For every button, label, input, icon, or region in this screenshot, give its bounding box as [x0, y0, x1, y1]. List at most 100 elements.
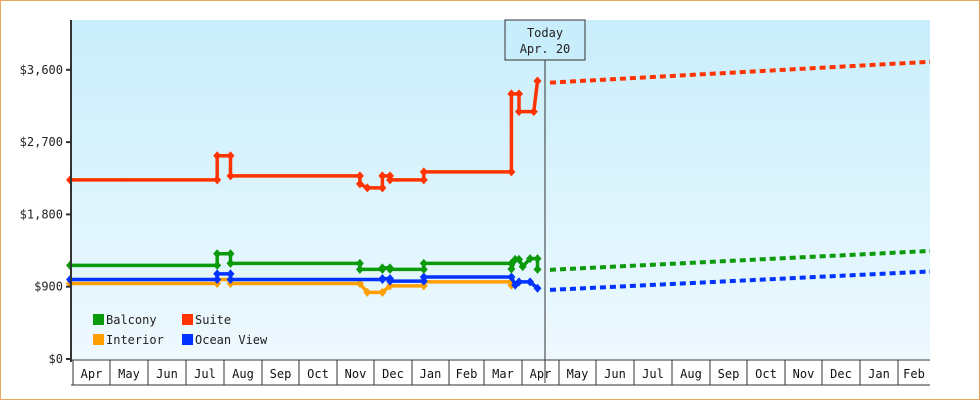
data-point[interactable]: [419, 175, 428, 185]
legend-label: Ocean View: [195, 333, 268, 347]
data-point[interactable]: [386, 281, 394, 291]
legend-item-balcony[interactable]: Balcony: [93, 313, 157, 327]
data-point[interactable]: [515, 254, 523, 264]
data-point[interactable]: [213, 151, 222, 161]
x-month-label: Aug: [680, 367, 702, 381]
data-point[interactable]: [355, 278, 364, 288]
data-point[interactable]: [386, 175, 394, 185]
x-month-label: May: [567, 367, 589, 381]
y-tick-label: $900: [34, 280, 63, 294]
axes: $0 $900 $1,800 $2,700 $3,600 Apr May Jun Jul Aug S…: [20, 20, 930, 386]
data-point[interactable]: [386, 276, 394, 286]
y-tick-label: $3,600: [20, 63, 63, 77]
data-point[interactable]: [419, 258, 428, 268]
x-month-label: Mar: [492, 367, 514, 381]
x-month-label: Oct: [307, 367, 329, 381]
x-month-label: Feb: [903, 367, 925, 381]
x-month-label: Dec: [830, 367, 852, 381]
data-point[interactable]: [533, 264, 542, 274]
data-point[interactable]: [518, 262, 527, 272]
data-point[interactable]: [526, 277, 535, 287]
forecast-line: [549, 59, 931, 85]
legend-swatch: [182, 314, 193, 325]
legend-label: Interior: [106, 333, 164, 347]
data-point[interactable]: [507, 89, 516, 99]
forecast-line: [549, 269, 931, 292]
data-point[interactable]: [226, 171, 235, 181]
data-point[interactable]: [213, 175, 222, 185]
legend-swatch: [93, 314, 104, 325]
x-month-label: Jun: [604, 367, 626, 381]
data-point[interactable]: [386, 264, 394, 274]
legend-label: Balcony: [106, 313, 157, 327]
today-box: [504, 19, 586, 61]
data-point[interactable]: [355, 264, 364, 274]
data-point[interactable]: [515, 107, 523, 117]
data-point[interactable]: [529, 107, 538, 117]
x-month-label: Jun: [156, 367, 178, 381]
data-point[interactable]: [355, 171, 364, 181]
data-point[interactable]: [378, 263, 387, 273]
series-suite: [66, 59, 931, 193]
data-point[interactable]: [507, 258, 516, 268]
data-point[interactable]: [213, 249, 222, 259]
data-point[interactable]: [213, 269, 222, 279]
data-point[interactable]: [507, 264, 516, 274]
y-tick-label: $2,700: [20, 135, 63, 149]
data-point[interactable]: [533, 283, 542, 293]
x-month-label: Jan: [420, 367, 442, 381]
data-point[interactable]: [213, 274, 222, 284]
data-point[interactable]: [419, 167, 428, 177]
legend-item-interior[interactable]: Interior: [93, 333, 164, 347]
data-point[interactable]: [226, 269, 235, 279]
data-point[interactable]: [378, 171, 387, 181]
x-month-label: Oct: [755, 367, 777, 381]
data-point[interactable]: [363, 287, 372, 297]
data-point[interactable]: [226, 274, 235, 284]
data-point[interactable]: [526, 254, 535, 264]
data-point[interactable]: [226, 249, 235, 259]
x-month-label: Nov: [345, 367, 367, 381]
series-ocean-view: [66, 269, 931, 293]
today-label: Today: [527, 26, 563, 40]
x-month-label: May: [118, 367, 140, 381]
data-point[interactable]: [378, 287, 387, 297]
legend-label: Suite: [195, 313, 231, 327]
x-month-label: Apr: [530, 367, 552, 381]
data-point[interactable]: [533, 254, 542, 264]
data-point[interactable]: [363, 183, 372, 193]
y-tick-label: $0: [49, 352, 63, 366]
x-month-label: Jul: [194, 367, 216, 381]
data-point[interactable]: [515, 89, 523, 99]
series-balcony: [66, 248, 931, 274]
data-point[interactable]: [533, 76, 542, 86]
legend-swatch: [93, 334, 104, 345]
legend: Balcony Suite Interior Ocean View: [93, 313, 268, 347]
data-point[interactable]: [507, 272, 516, 282]
x-month-label: Jul: [642, 367, 664, 381]
x-month-label: Dec: [382, 367, 404, 381]
data-point[interactable]: [213, 260, 222, 270]
x-month-label: Aug: [232, 367, 254, 381]
x-month-label: Sep: [718, 367, 740, 381]
data-point[interactable]: [355, 258, 364, 268]
today-marker: Today Apr. 20: [504, 19, 586, 383]
x-month-label: Feb: [456, 367, 478, 381]
data-point[interactable]: [226, 151, 235, 161]
x-month-label: Sep: [270, 367, 292, 381]
data-point[interactable]: [378, 274, 387, 284]
data-point[interactable]: [226, 258, 235, 268]
x-month-label: Nov: [793, 367, 815, 381]
data-point[interactable]: [419, 264, 428, 274]
legend-item-suite[interactable]: Suite: [182, 313, 231, 327]
data-point[interactable]: [355, 179, 364, 189]
data-point[interactable]: [378, 183, 387, 193]
data-point[interactable]: [507, 167, 516, 177]
x-month-label: Jan: [868, 367, 890, 381]
data-point[interactable]: [419, 272, 428, 282]
data-point[interactable]: [515, 277, 523, 287]
legend-item-ocean-view[interactable]: Ocean View: [182, 333, 268, 347]
legend-swatch: [182, 334, 193, 345]
y-tick-label: $1,800: [20, 207, 63, 221]
